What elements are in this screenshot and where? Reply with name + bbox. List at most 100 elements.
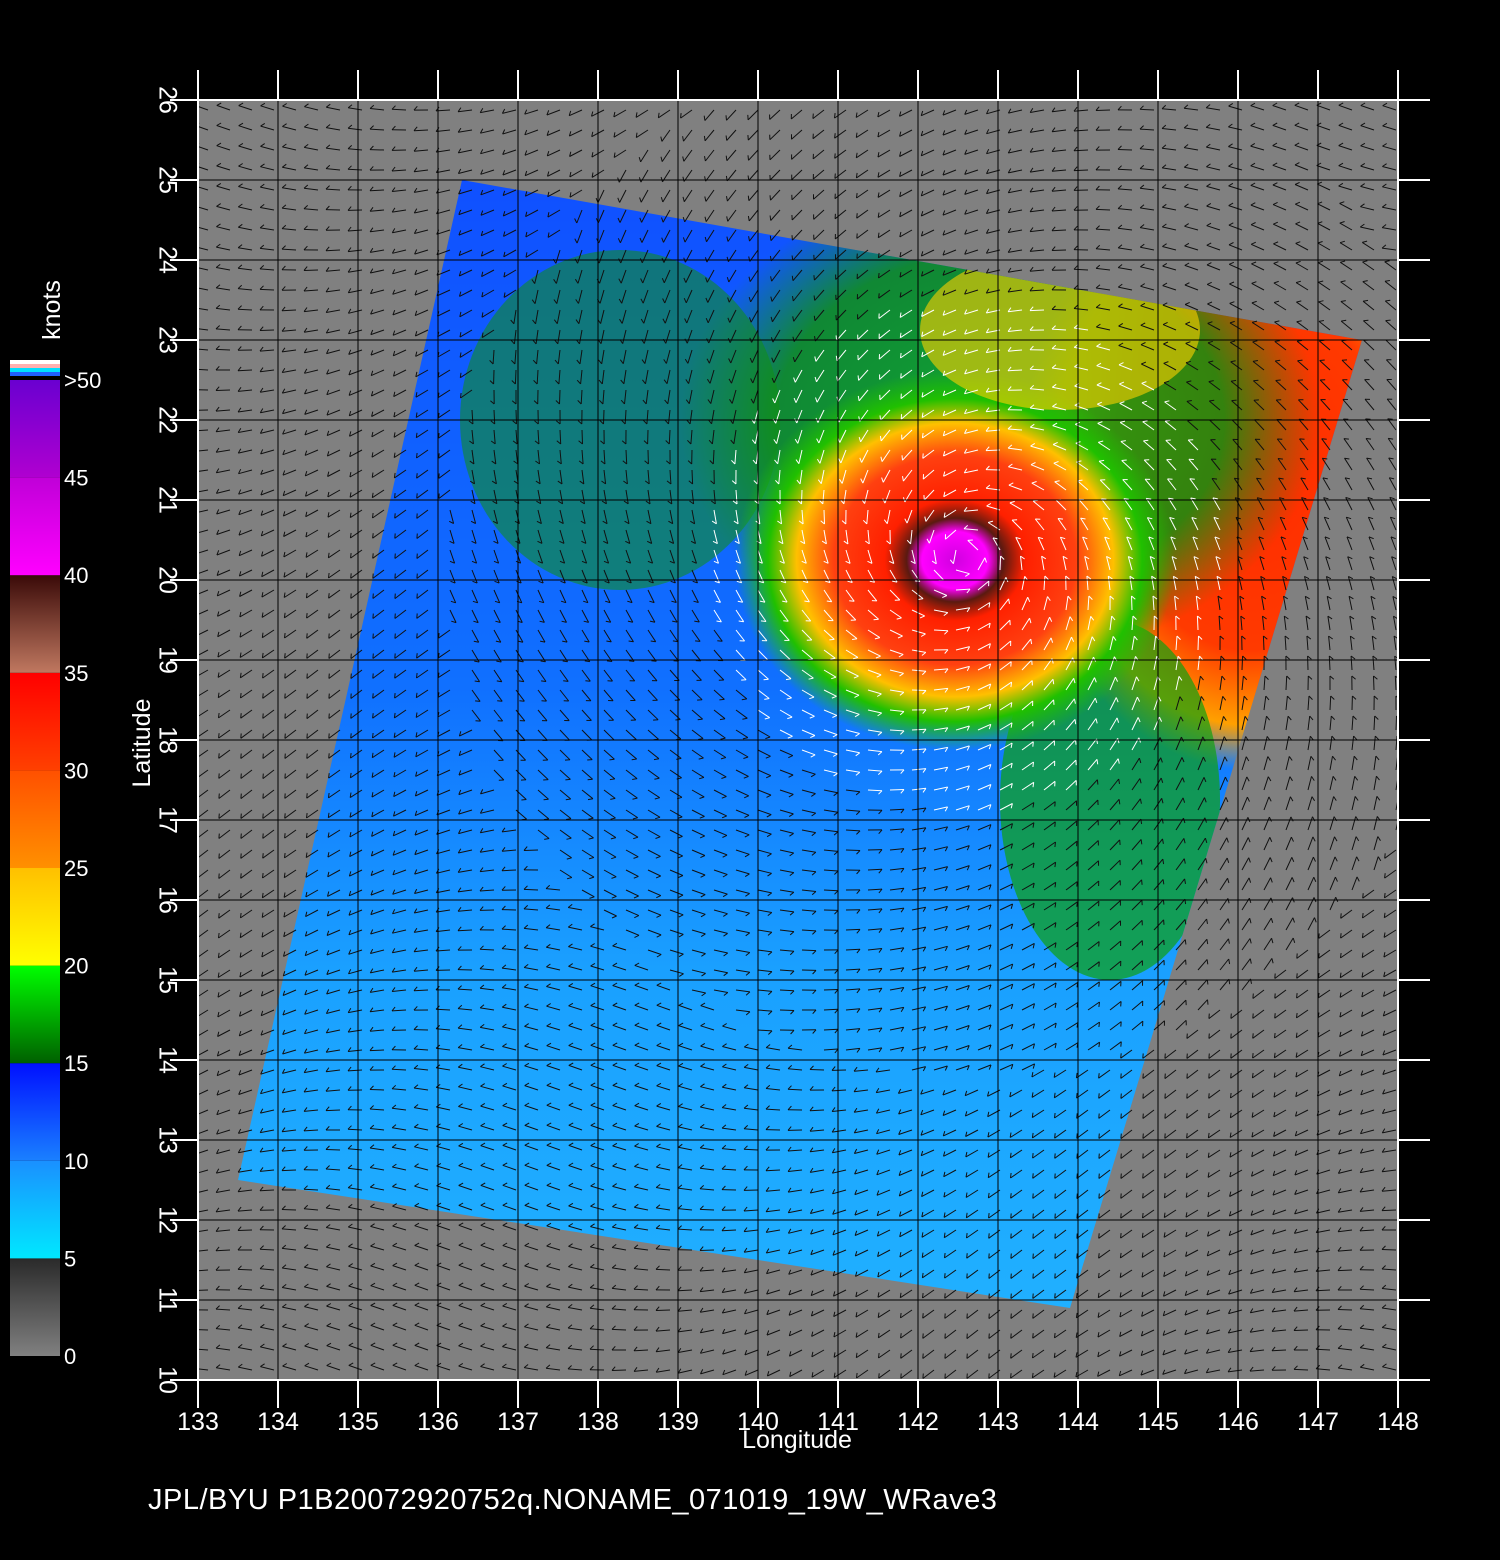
wind-barb [1141, 363, 1155, 371]
wind-barb [1149, 556, 1155, 571]
wind-barb [1021, 576, 1026, 591]
wind-barb [688, 389, 693, 404]
wind-barb [1184, 206, 1199, 211]
wind-barb-flag [609, 758, 615, 761]
wind-barb [459, 289, 473, 297]
wind-barb-flag [1322, 477, 1328, 480]
wind-barb-flag [1192, 536, 1198, 540]
wind-barb [394, 549, 407, 559]
wind-barb [1030, 464, 1045, 471]
wind-barb [1139, 148, 1155, 151]
wind-barb [238, 206, 253, 211]
wind-barb-flag [1381, 224, 1387, 228]
wind-barb [437, 369, 451, 378]
wind-barb-flag [458, 230, 462, 236]
wind-barb-flag [802, 580, 809, 584]
wind-barb-flag [1237, 556, 1243, 560]
wind-barb [1347, 556, 1353, 571]
wind-barb [523, 888, 539, 891]
wind-barb [942, 189, 957, 196]
wind-barb [1052, 129, 1067, 133]
wind-barb-flag [1275, 359, 1281, 362]
wind-barb-flag [1029, 107, 1034, 113]
wind-barb-flag [1007, 425, 1012, 430]
wind-barb [502, 149, 517, 155]
wind-barb [1382, 186, 1397, 191]
wind-barb-flag [1029, 167, 1034, 173]
wind-barb [1030, 249, 1045, 252]
wind-barb-flag [682, 196, 685, 202]
wind-barb [942, 269, 957, 276]
wind-barb [1216, 576, 1221, 591]
wind-barb-flag [965, 573, 970, 577]
wind-barb-flag [1183, 144, 1189, 148]
wind-barb-flag [1123, 498, 1129, 500]
wind-barb-flag [1118, 322, 1124, 327]
wind-barb-flag [899, 131, 902, 137]
wind-barb [394, 529, 407, 539]
wind-barb-flag [457, 168, 462, 174]
wind-barb [1029, 289, 1045, 292]
wind-barb [619, 189, 627, 203]
wind-barb-flag [942, 130, 946, 136]
wind-barb [436, 209, 451, 215]
wind-barb-flag [697, 718, 703, 721]
wind-barb [658, 109, 671, 119]
wind-barb-flag [1218, 615, 1224, 620]
wind-barb-flag [1350, 655, 1356, 660]
wind-barb-flag [1206, 222, 1212, 227]
wind-barb [1077, 480, 1089, 491]
wind-barb [1250, 125, 1265, 131]
wind-barb [921, 309, 935, 317]
wind-barb-flag [831, 676, 837, 680]
wind-barb-flag [1136, 676, 1140, 682]
wind-barb [216, 145, 231, 151]
wind-barb [1324, 536, 1331, 551]
wind-barb-flag [1344, 477, 1351, 480]
wind-barb-flag [1007, 267, 1012, 273]
wind-barb-flag [1163, 380, 1170, 384]
wind-barb-flag [660, 176, 663, 182]
wind-barb-flag [1112, 636, 1117, 641]
wind-barb-flag [646, 520, 652, 525]
wind-barb [282, 369, 297, 373]
wind-barb [480, 209, 495, 216]
wind-barb-flag [1080, 517, 1086, 520]
wind-barb-flag [794, 418, 798, 424]
wind-barb [326, 409, 341, 416]
wind-barb-flag [715, 600, 721, 603]
wind-barb [372, 569, 385, 579]
wind-barb [215, 348, 231, 351]
wind-barb [920, 109, 935, 117]
wind-barb-flag [1304, 575, 1310, 580]
wind-barb-flag [1051, 147, 1056, 152]
wind-barb-flag [282, 449, 286, 455]
wind-barb [623, 369, 627, 384]
wind-barb [889, 629, 903, 637]
wind-barb [198, 609, 209, 616]
wind-barb-flag [1007, 287, 1012, 293]
wind-barb [198, 166, 209, 171]
wind-barb-flag [857, 375, 860, 381]
wind-barb-flag [707, 399, 712, 404]
wind-barb [1096, 267, 1111, 271]
wind-barb [921, 329, 935, 338]
wind-barb-flag [415, 692, 418, 698]
wind-barb-flag [964, 329, 968, 335]
wind-barb-flag [369, 104, 375, 109]
wind-barb [260, 429, 275, 434]
wind-barb-flag [1323, 497, 1329, 500]
wind-barb-flag [1178, 676, 1183, 681]
wind-barb [1109, 656, 1115, 671]
wind-barb-flag [1141, 879, 1143, 885]
wind-barb [647, 489, 651, 504]
wind-barb-flag [416, 633, 418, 639]
wind-barb-flag [873, 618, 879, 621]
wind-barb [749, 269, 759, 282]
wind-barb [349, 489, 363, 498]
wind-barb [1231, 419, 1243, 431]
wind-barb [547, 229, 561, 238]
wind-barb [537, 669, 547, 682]
wind-barb [977, 683, 991, 691]
wind-barb-flag [350, 573, 352, 579]
